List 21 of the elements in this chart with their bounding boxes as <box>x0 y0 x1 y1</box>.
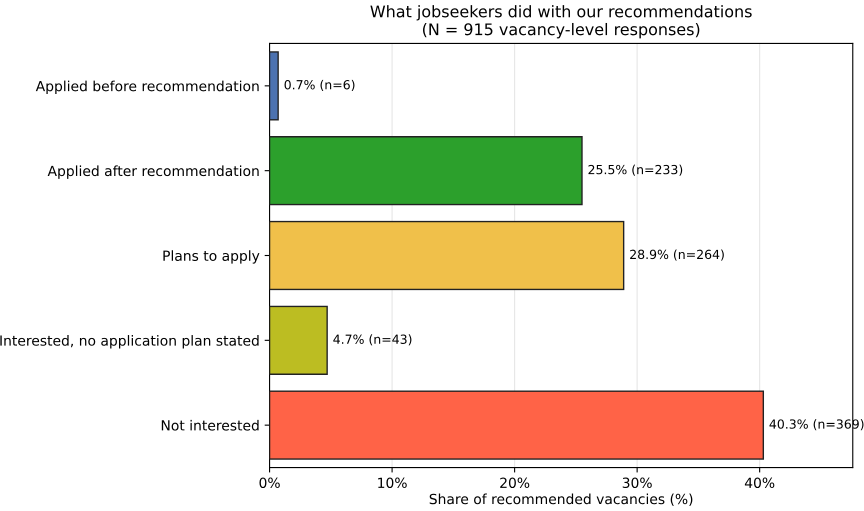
data-label: 25.5% (n=233) <box>588 164 682 176</box>
y-tick-label: Interested, no application plan stated <box>0 335 259 348</box>
bar <box>270 136 583 206</box>
x-tick-label: 20% <box>500 478 530 488</box>
bar <box>270 306 328 375</box>
bar <box>270 220 624 290</box>
x-tick-label: 10% <box>378 478 407 488</box>
data-label: 0.7% (n=6) <box>284 80 354 91</box>
y-tick-label: Applied after recommendation <box>48 165 259 179</box>
y-tick-label: Applied before recommendation <box>36 80 259 94</box>
x-tick-label: 30% <box>622 478 652 488</box>
x-tick-label: 0% <box>259 478 280 488</box>
data-label: 4.7% (n=43) <box>333 334 412 346</box>
x-axis-title: Share of recommended vacancies (%) <box>430 494 692 506</box>
bar <box>270 390 764 460</box>
bar <box>270 51 279 120</box>
y-tick-label: Not interested <box>162 420 259 431</box>
y-tick-label: Plans to apply <box>163 250 260 264</box>
x-tick-label: 40% <box>744 478 774 488</box>
data-label: 28.9% (n=264) <box>630 249 724 261</box>
chart-title: What jobseekers did with our recommendations (N = 915 vacancy-level responses) <box>370 5 752 38</box>
